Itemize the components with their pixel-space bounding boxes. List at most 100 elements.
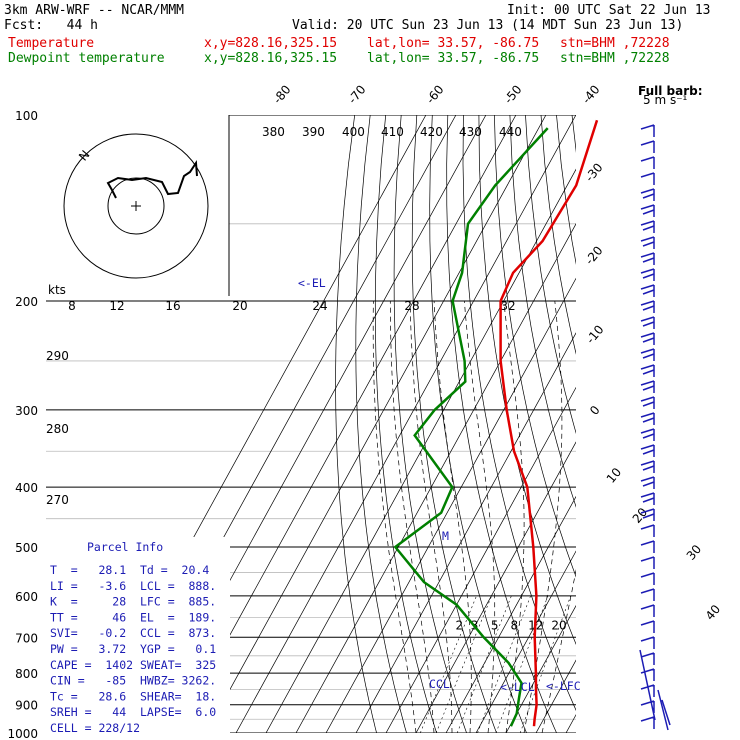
pressure-label-800: 800 [15, 667, 38, 681]
dry-adiabat-420 [619, 115, 740, 733]
isotherm-label--20: -20 [582, 243, 605, 267]
parcel-info: Parcel Info T = 28.1 Td = 20.4 LI = -3.6 … [46, 537, 230, 735]
mixing-ratio-label-2: 2 [455, 618, 463, 632]
dewpoint-xy: x,y=828.16,325.15 [204, 51, 338, 66]
parcel-row: PW = 3.72 YGP = 0.1 [50, 642, 216, 656]
isotherm-50 [596, 115, 740, 733]
theta-label-440: 440 [499, 125, 522, 139]
moist-adiabat [389, 300, 435, 733]
isotherm-label-0: 0 [587, 403, 603, 418]
isotherm--20 [385, 386, 576, 733]
dry-adiabat-450 [665, 115, 740, 733]
hodograph-ring-label-24: 24 [312, 299, 327, 313]
moist-adiabat [541, 568, 576, 733]
isotherm-label--30: -30 [582, 160, 605, 184]
hodograph: N kts [46, 115, 230, 297]
isotherm--90 [175, 115, 517, 733]
pressure-label-300: 300 [15, 404, 38, 418]
dry-adiabat-310 [446, 115, 557, 733]
parcel-row: Tc = 28.6 SHEAR= 18. [50, 689, 216, 703]
isotherm-40 [565, 714, 576, 733]
isotherm--70 [235, 115, 576, 733]
parcel-title: Parcel Info [87, 540, 163, 554]
dry-adiabat-390 [571, 115, 576, 154]
mixing-ratio-2 [420, 595, 477, 733]
ccl-marker: CCL [429, 677, 450, 691]
dry-adiabat-360 [525, 115, 576, 435]
moist-adiabat [372, 300, 417, 733]
pressure-label-200: 200 [15, 295, 38, 309]
mixing-ratio-20 [519, 595, 571, 733]
temperature-station: stn=BHM ,72228 [560, 36, 670, 51]
dry-adiabat-460 [681, 115, 740, 733]
dry-adiabat-label-280: 280 [46, 422, 69, 436]
hodograph-ring-label-20: 20 [232, 299, 247, 313]
theta-label-410: 410 [381, 125, 404, 139]
isotherm-label--40: -40 [579, 82, 602, 106]
hodograph-ring-label-28: 28 [404, 299, 419, 313]
dewpoint-station: stn=BHM ,72228 [560, 51, 670, 66]
dry-adiabat-400 [588, 115, 740, 733]
mixing-ratio-8 [477, 595, 531, 733]
dry-adiabat-340 [494, 115, 576, 578]
isotherm-label--50: -50 [501, 82, 524, 106]
dry-adiabat-320 [462, 115, 576, 712]
mixing-ratio-label-20: 20 [551, 618, 566, 632]
barb-note-line2: 5 m s⁻¹ [643, 93, 688, 107]
isotherm--40 [325, 277, 576, 733]
moist-adiabat [523, 300, 563, 733]
parcel-row: CIN = -85 HWBZ= 3262. [50, 674, 216, 688]
temperature-xy: x,y=828.16,325.15 [204, 36, 338, 51]
pressure-label-700: 700 [15, 631, 38, 645]
isotherm-label--80: -80 [270, 82, 293, 106]
isotherm-label--60: -60 [423, 82, 446, 106]
isotherm-20 [505, 605, 576, 733]
init-time: Init: 00 UTC Sat 22 Jun 13 [507, 3, 711, 18]
temperature-profile [499, 119, 599, 727]
mixing-ratio-5 [456, 595, 512, 733]
isotherm--30 [355, 332, 576, 733]
hodograph-ring-label-12: 12 [109, 299, 124, 313]
isotherm--60 [265, 168, 576, 733]
dewpoint-legend: Dewpoint temperature [8, 51, 165, 66]
theta-label-400: 400 [342, 125, 365, 139]
isotherm-label-30: 30 [684, 542, 705, 563]
parcel-row: K = 28 LFC = 885. [50, 595, 216, 609]
isotherm-label-20: 20 [630, 505, 651, 526]
barb-note-line1: Full barb: [638, 84, 703, 98]
hodograph-trace [106, 160, 198, 199]
isotherm-10 [475, 550, 576, 733]
parcel-row: TT = 46 EL = 189. [50, 610, 216, 624]
pressure-label-100: 100 [15, 109, 38, 123]
dry-adiabat-label-270: 270 [46, 493, 69, 507]
pressure-label-500: 500 [15, 541, 38, 555]
isotherm-label--10: -10 [583, 322, 606, 346]
pressure-label-1000: 1000 [7, 727, 38, 740]
dewpoint-profile [393, 127, 549, 727]
forecast-hour: Fcst: 44 h [4, 18, 98, 33]
hodograph-ring-label-32: 32 [500, 299, 515, 313]
parcel-row: CAPE = 1402 SWEAT= 325 [50, 658, 216, 672]
parcel-row: SREH = 44 LAPSE= 6.0 [50, 705, 216, 719]
mixing-ratio-label-5: 5 [491, 618, 499, 632]
isotherm--10 [415, 441, 576, 733]
isotherm-label-10: 10 [604, 465, 625, 486]
parcel-row: SVI= -0.2 CCL = 873. [50, 626, 216, 640]
dry-adiabat-260 [355, 115, 407, 733]
pressure-label-900: 900 [15, 699, 38, 713]
dry-adiabat-250 [335, 115, 377, 733]
theta-label-420: 420 [420, 125, 443, 139]
isotherm-label-40: 40 [703, 602, 724, 623]
lfc-marker: <-LFC [546, 679, 581, 693]
isotherm-label--70: -70 [345, 82, 368, 106]
dry-adiabat-label-290: 290 [46, 349, 69, 363]
pressure-label-600: 600 [15, 590, 38, 604]
dry-adiabat-370 [540, 115, 576, 355]
mixing-ratio-label-8: 8 [510, 618, 518, 632]
mixing-ratio-3 [435, 595, 492, 733]
theta-label-380: 380 [262, 125, 285, 139]
isotherm--80 [205, 115, 547, 733]
parcel-row: CELL = 228/12 [50, 721, 140, 735]
dry-adiabat-440 [650, 115, 740, 733]
